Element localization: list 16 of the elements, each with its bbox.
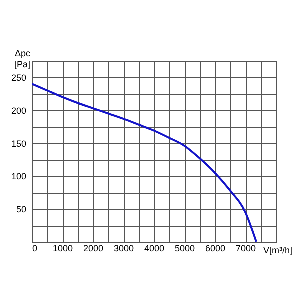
x-tick-label: 7000 xyxy=(236,244,256,254)
x-tick-label: 6000 xyxy=(205,244,226,254)
y-tick-label: 100 xyxy=(11,172,26,182)
y-tick-label: 250 xyxy=(11,72,26,83)
x-tick-label: 4000 xyxy=(144,244,165,254)
y-axis-title: Δpc [Pa] xyxy=(14,48,31,70)
x-tick-label: 1000 xyxy=(52,244,74,254)
y-tick-label: 200 xyxy=(11,106,26,116)
x-axis-title: V[m³/h] xyxy=(264,246,293,256)
x-tick-label: 5000 xyxy=(174,244,196,254)
x-tick-label: 2000 xyxy=(83,244,104,254)
y-tick-label: 150 xyxy=(11,138,26,149)
line-series xyxy=(32,83,258,242)
x-tick-label: 0 xyxy=(32,244,38,254)
y-tick-label: 50 xyxy=(16,204,26,215)
x-tick-label: 3000 xyxy=(114,244,134,254)
